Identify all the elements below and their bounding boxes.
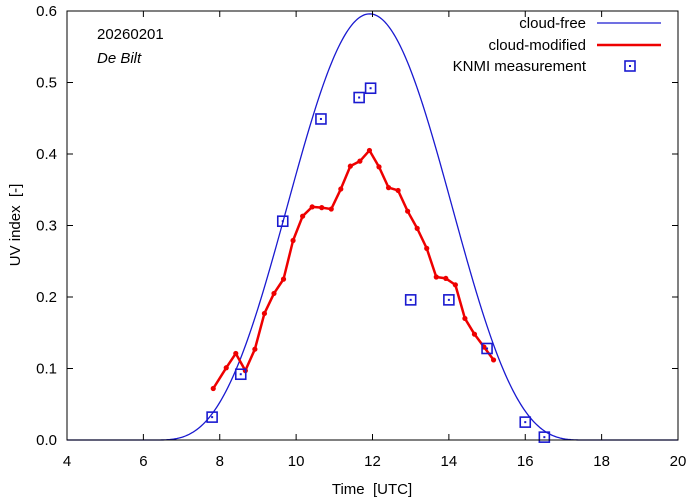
knmi-measurement-square (276, 215, 289, 228)
knmi-measurement-square (481, 342, 493, 355)
y-tick-label: 0.5 (36, 75, 57, 92)
cloud-modified-point (443, 275, 449, 282)
y-axis-title: UV index [-] (7, 184, 24, 267)
cloud-modified-point (357, 158, 363, 164)
x-tick-label: 20 (670, 453, 687, 470)
knmi-measurement-dot (447, 298, 450, 301)
x-tick-label: 14 (441, 453, 458, 470)
knmi-measurement-dot (409, 298, 412, 301)
plot-frame (66, 10, 679, 441)
cloud-modified-point (405, 208, 411, 214)
cloud-modified-point (490, 357, 497, 363)
knmi-measurement-square (404, 294, 417, 306)
cloud-modified-point (300, 213, 306, 219)
cloud-modified-point (223, 365, 229, 371)
knmi-measurement-dot (211, 416, 214, 419)
knmi-measurement-point (519, 416, 532, 428)
cloud-modified-point (309, 204, 315, 210)
knmi-measurement-square (364, 82, 377, 95)
cloud-modified-point (347, 163, 353, 169)
legend-marker-knmi-dot (629, 65, 631, 67)
x-tick-label: 4 (63, 453, 71, 470)
knmi-measurement-point (538, 431, 551, 443)
location-annotation: De Bilt (97, 50, 142, 67)
knmi-measurement-dot (281, 220, 284, 223)
legend: cloud-free cloud-modified KNMI measureme… (453, 15, 661, 75)
cloud-modified-point (252, 346, 258, 352)
y-tick-label: 0.2 (36, 289, 57, 306)
cloud-modified-point (433, 274, 439, 280)
knmi-measurement-dot (369, 87, 372, 90)
cloud-modified-point (462, 315, 468, 322)
x-tick-label: 8 (216, 453, 224, 470)
y-tick-label: 0.4 (36, 146, 57, 163)
cloud-modified-point (414, 225, 420, 231)
cloud-modified-point (395, 187, 401, 194)
knmi-measurement-square (443, 294, 455, 306)
cloud-modified-point (210, 385, 216, 392)
knmi-measurement-square (206, 411, 218, 423)
legend-label-knmi-measurement: KNMI measurement (453, 58, 587, 75)
knmi-measurement-point (206, 411, 218, 423)
knmi-measurement-dot (543, 436, 546, 439)
knmi-measurement-point (364, 82, 377, 95)
knmi-measurement-dot (358, 96, 361, 99)
knmi-measurement-point (276, 215, 289, 228)
knmi-measurement-point (353, 91, 365, 104)
x-tick-label: 10 (288, 453, 305, 470)
legend-marker-knmi-measurement (624, 60, 636, 72)
knmi-measurement-square (538, 431, 551, 443)
cloud-modified-point (290, 237, 296, 244)
cloud-modified-point (271, 290, 277, 297)
knmi-measurement-point (443, 294, 455, 306)
knmi-measurement-dot (524, 421, 527, 424)
knmi-measurement-square (315, 113, 327, 125)
knmi-measurement-point (234, 368, 247, 381)
cloud-modified-point (280, 276, 287, 282)
x-axis-title: Time [UTC] (332, 481, 412, 498)
series-line-cloud-modified (212, 149, 495, 390)
x-tick-label: 18 (593, 453, 610, 470)
legend-label-cloud-modified: cloud-modified (488, 37, 586, 54)
y-tick-label: 0.3 (36, 218, 57, 235)
date-annotation: 20260201 (97, 26, 164, 43)
cloud-modified-point (376, 164, 382, 170)
cloud-modified-point (452, 282, 458, 288)
knmi-measurement-dot (319, 117, 322, 120)
cloud-modified-point (261, 310, 268, 317)
cloud-modified-point (471, 331, 478, 337)
knmi-measurement-point (315, 113, 327, 125)
knmi-measurement-square (519, 416, 532, 428)
knmi-measurement-square (353, 91, 365, 104)
knmi-measurement-dot (486, 347, 489, 350)
y-tick-label: 0.1 (36, 361, 57, 378)
y-tick-label: 0.0 (36, 432, 57, 449)
knmi-measurement-dot (239, 373, 242, 376)
cloud-modified-point (366, 147, 373, 154)
knmi-measurement-square (234, 368, 247, 381)
x-tick-label: 6 (139, 453, 147, 470)
series-line-cloud-free (67, 13, 678, 441)
knmi-measurement-point (481, 342, 493, 355)
cloud-modified-point (424, 245, 430, 251)
cloud-modified-point (319, 205, 325, 211)
cloud-modified-point (385, 185, 392, 191)
legend-label-cloud-free: cloud-free (519, 15, 586, 32)
x-tick-label: 12 (364, 453, 381, 470)
cloud-modified-point (338, 186, 344, 192)
y-tick-label: 0.6 (36, 3, 57, 20)
cloud-modified-point (328, 206, 334, 212)
knmi-measurement-point (404, 294, 417, 306)
x-tick-label: 16 (517, 453, 534, 470)
cloud-modified-point (233, 350, 239, 357)
